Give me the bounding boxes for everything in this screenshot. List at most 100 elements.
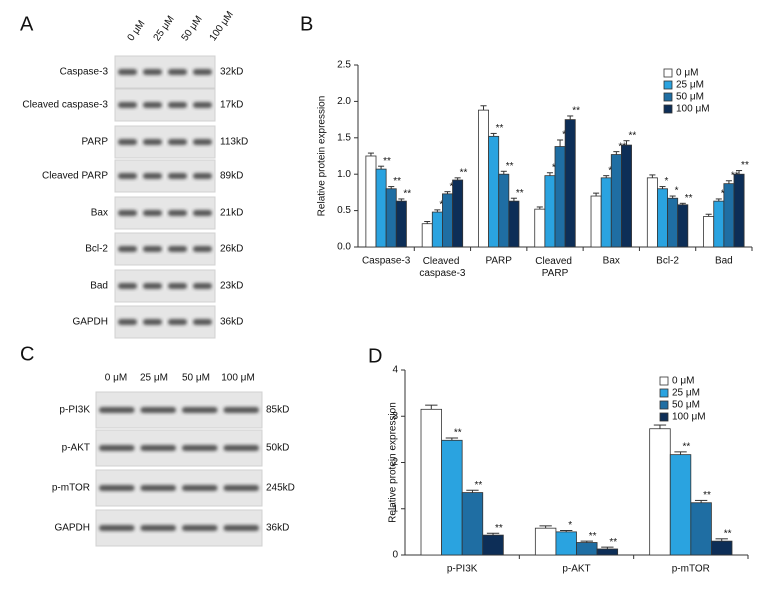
error-bar	[669, 195, 676, 199]
blot-size: 89kD	[220, 171, 243, 182]
blot-label: Cleaved PARP	[42, 171, 108, 182]
legend-swatch	[663, 68, 673, 78]
blot-size: 245kD	[266, 483, 295, 494]
blot-band	[182, 485, 218, 491]
error-bar	[623, 140, 630, 146]
bar	[703, 216, 715, 248]
y-tick-label: 0.5	[337, 205, 351, 216]
blot-band	[193, 319, 212, 325]
error-bar	[490, 132, 497, 137]
significance: **	[474, 480, 482, 491]
error-bar	[679, 202, 686, 205]
bar	[534, 208, 546, 248]
error-bar	[649, 174, 656, 178]
legend-label: 25 μM	[672, 388, 700, 399]
blot-size: 36kD	[220, 317, 243, 328]
error-bar	[425, 404, 438, 410]
significance: **	[383, 156, 391, 167]
blot-band	[223, 485, 259, 491]
blot-band	[193, 210, 212, 216]
blot-band	[168, 283, 187, 289]
error-bar	[557, 139, 564, 147]
blot-band	[143, 173, 162, 179]
error-bar	[510, 197, 517, 202]
concentration-label: 50 μM	[180, 14, 205, 43]
x-tick-label: Bcl-2	[656, 256, 679, 267]
blot-band	[182, 525, 218, 531]
blot-band	[118, 139, 137, 145]
error-bar	[560, 529, 573, 532]
y-tick-label: 0	[392, 550, 398, 561]
concentration-label: 25 μM	[140, 373, 168, 384]
blot-band	[193, 102, 212, 108]
concentration-label: 50 μM	[182, 373, 210, 384]
bar	[600, 177, 612, 248]
blot-band	[143, 102, 162, 108]
significance: **	[609, 537, 617, 548]
bar	[442, 193, 453, 248]
blot-band	[118, 246, 137, 252]
bar	[646, 177, 658, 248]
x-tick-label: Cleaved PARP	[535, 256, 574, 279]
bar	[590, 195, 602, 248]
legend-label: 0 μM	[672, 376, 694, 387]
concentration-label: 25 μM	[152, 14, 177, 43]
bar	[385, 188, 397, 248]
bar	[461, 492, 484, 556]
y-axis-label: Relative protein expression	[317, 96, 328, 217]
significance: **	[589, 531, 597, 542]
bar	[420, 408, 442, 556]
significance: **	[495, 523, 503, 534]
significance: **	[628, 130, 636, 141]
blot-band	[168, 173, 187, 179]
blot-band	[193, 173, 212, 179]
error-bar	[613, 151, 620, 155]
bar	[713, 200, 725, 248]
blot-label: GAPDH	[72, 317, 108, 328]
y-tick-label: 0.0	[337, 242, 351, 253]
error-bar	[367, 152, 374, 156]
blot-band	[118, 210, 137, 216]
error-bar	[434, 209, 441, 213]
legend-label: 100 μM	[676, 104, 710, 115]
bar	[544, 175, 556, 248]
significance: **	[572, 106, 580, 117]
blot-size: 36kD	[266, 523, 289, 534]
blot-band	[99, 445, 135, 451]
error-bar	[486, 532, 500, 536]
blot-band	[118, 283, 137, 289]
y-tick-label: 1.0	[337, 169, 351, 180]
blot-size: 50kD	[266, 443, 289, 454]
blot-band	[223, 525, 259, 531]
x-tick-label: Bad	[715, 256, 733, 267]
blot-band	[193, 246, 212, 252]
error-bar	[593, 192, 600, 197]
error-bar	[480, 105, 487, 111]
error-bar	[694, 499, 708, 503]
bar	[690, 502, 712, 556]
blot-label: Cleaved caspase-3	[22, 100, 108, 111]
bar	[452, 179, 464, 248]
bar	[488, 135, 500, 248]
error-bar	[388, 186, 395, 189]
y-tick-label: 4	[392, 365, 398, 376]
error-bar	[567, 115, 574, 120]
y-tick-label: 1	[392, 503, 398, 514]
bar	[478, 109, 489, 248]
x-tick-label: p-PI3K	[447, 564, 478, 575]
error-bar	[715, 538, 728, 542]
error-bar	[466, 489, 479, 493]
blot-size: 113kD	[220, 137, 248, 148]
y-tick-label: 3	[392, 411, 398, 422]
legend-label: 25 μM	[676, 80, 704, 91]
error-bar	[445, 437, 459, 441]
error-bar	[736, 170, 743, 175]
bar	[649, 428, 671, 556]
error-bar	[725, 180, 732, 184]
concentration-label: 0 μM	[126, 19, 148, 44]
bar	[621, 144, 632, 248]
y-tick-label: 2.5	[337, 60, 351, 71]
blot-label: PARP	[82, 137, 109, 148]
blot-band	[193, 283, 212, 289]
bar	[554, 146, 566, 248]
